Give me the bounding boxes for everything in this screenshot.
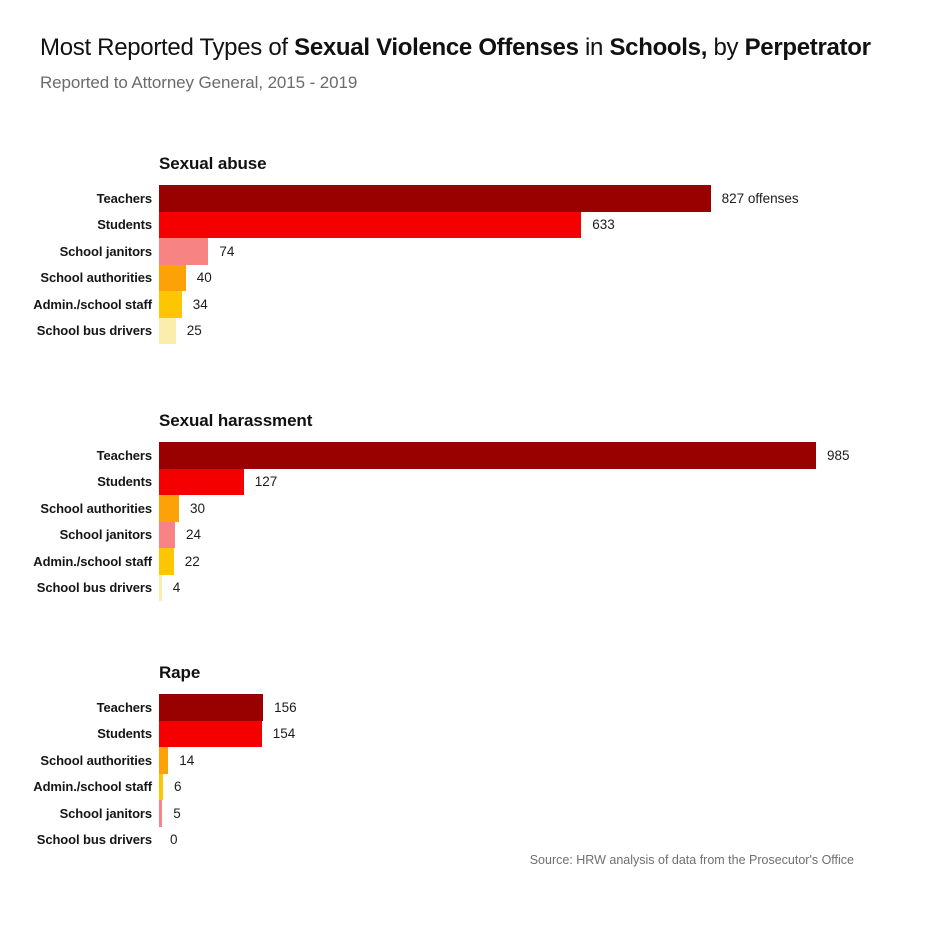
bar — [159, 211, 582, 238]
value-label: 154 — [272, 726, 296, 742]
category-label: Teachers — [96, 699, 152, 715]
title-segment: by — [707, 34, 745, 61]
chart-title: Rape — [159, 663, 201, 682]
value-label: 6 — [174, 779, 182, 795]
value-label: 74 — [219, 243, 235, 259]
bar-row: Admin./school staff 22 — [0, 548, 946, 575]
bar — [159, 800, 163, 827]
value-label: 156 — [274, 699, 297, 715]
category-label: Students — [97, 217, 152, 233]
bar-row: School bus drivers 0 — [0, 827, 946, 854]
title-bold-segment: Perpetrator — [744, 34, 871, 61]
bar — [159, 548, 174, 575]
bar-row: School janitors 74 — [0, 238, 946, 265]
value-label: 5 — [173, 805, 181, 821]
bar-row: Students 154 — [0, 720, 946, 747]
value-label: 22 — [184, 553, 200, 569]
category-label: School janitors — [59, 805, 153, 821]
bar-row: Teachers 827 offenses — [0, 185, 946, 212]
category-label: Admin./school staff — [33, 553, 152, 569]
bar — [159, 521, 175, 548]
chart-rows: Teachers 985 Students 127 School authorities… — [0, 442, 946, 601]
page-title: Most Reported Types of Sexual Violence O… — [40, 34, 920, 62]
value-label: 14 — [179, 752, 195, 768]
category-label: School authorities — [40, 500, 152, 516]
bar-row: Teachers 985 — [0, 442, 946, 469]
value-label: 127 — [254, 474, 278, 490]
category-label: School authorities — [40, 752, 152, 768]
category-label: School bus drivers — [36, 832, 152, 848]
category-label: School janitors — [59, 527, 153, 543]
title-segment: Most Reported Types of — [40, 34, 295, 61]
bar-row: Students 633 — [0, 211, 946, 238]
category-label: School bus drivers — [36, 323, 152, 339]
value-label: 4 — [172, 580, 181, 596]
bar-row: School authorities 30 — [0, 495, 946, 522]
bar — [159, 264, 186, 291]
bar — [159, 747, 169, 774]
category-label: Teachers — [96, 190, 152, 206]
bar-chart-rape: Rape Teachers 156 Students 154 School author… — [0, 663, 946, 853]
bar — [159, 442, 816, 469]
category-label: Admin./school staff — [33, 296, 152, 312]
category-label: School authorities — [40, 270, 152, 286]
bar — [159, 720, 262, 747]
bar-row: School bus drivers 25 — [0, 317, 946, 344]
category-label: Admin./school staff — [33, 779, 152, 795]
bar-row: Admin./school staff 6 — [0, 773, 946, 800]
bar — [159, 468, 244, 495]
chart-title: Sexual harassment — [159, 411, 313, 430]
bar-row: School authorities 40 — [0, 264, 946, 291]
bar-chart-sexual-harassment: Sexual harassment Teachers 985 Students 127… — [0, 411, 946, 601]
bar — [159, 291, 182, 318]
value-label: 40 — [196, 270, 212, 286]
page-subtitle: Reported to Attorney General, 2015 - 201… — [40, 72, 358, 92]
value-label: 30 — [190, 500, 206, 516]
value-label: 827 offenses — [721, 190, 799, 206]
category-label: Students — [97, 726, 152, 742]
chart-rows: Teachers 827 offenses Students 633 School ja… — [0, 185, 946, 344]
value-label: 24 — [186, 527, 202, 543]
bar — [159, 185, 711, 212]
source-note: Source: HRW analysis of data from the Pr… — [529, 853, 854, 867]
value-label: 25 — [186, 323, 202, 339]
bar — [159, 317, 176, 344]
bar-row: School janitors 24 — [0, 521, 946, 548]
bar — [159, 495, 179, 522]
bar-row: School bus drivers 4 — [0, 574, 946, 601]
value-label: 985 — [827, 447, 850, 463]
header: Most Reported Types of Sexual Violence O… — [40, 34, 920, 93]
value-label: 0 — [170, 832, 178, 848]
bar-row: Teachers 156 — [0, 694, 946, 721]
category-label: Teachers — [96, 447, 152, 463]
category-label: School bus drivers — [36, 580, 152, 596]
chart-title: Sexual abuse — [159, 154, 267, 173]
title-bold-segment: Sexual Violence Offenses — [294, 34, 579, 61]
value-label: 34 — [192, 296, 208, 312]
bar — [159, 574, 162, 601]
title-bold-segment: Schools, — [609, 34, 708, 61]
category-label: School janitors — [59, 243, 153, 259]
bar — [159, 694, 264, 721]
chart-rows: Teachers 156 Students 154 School authorities… — [0, 694, 946, 853]
title-segment: in — [578, 34, 610, 61]
bar-row: School janitors 5 — [0, 800, 946, 827]
bar-row: Admin./school staff 34 — [0, 291, 946, 318]
bar — [159, 238, 209, 265]
bar-row: Students 127 — [0, 468, 946, 495]
value-label: 633 — [592, 217, 615, 233]
category-label: Students — [97, 474, 152, 490]
bar — [159, 773, 163, 800]
bar-row: School authorities 14 — [0, 747, 946, 774]
bar-chart-sexual-abuse: Sexual abuse Teachers 827 offenses Student… — [0, 154, 946, 344]
